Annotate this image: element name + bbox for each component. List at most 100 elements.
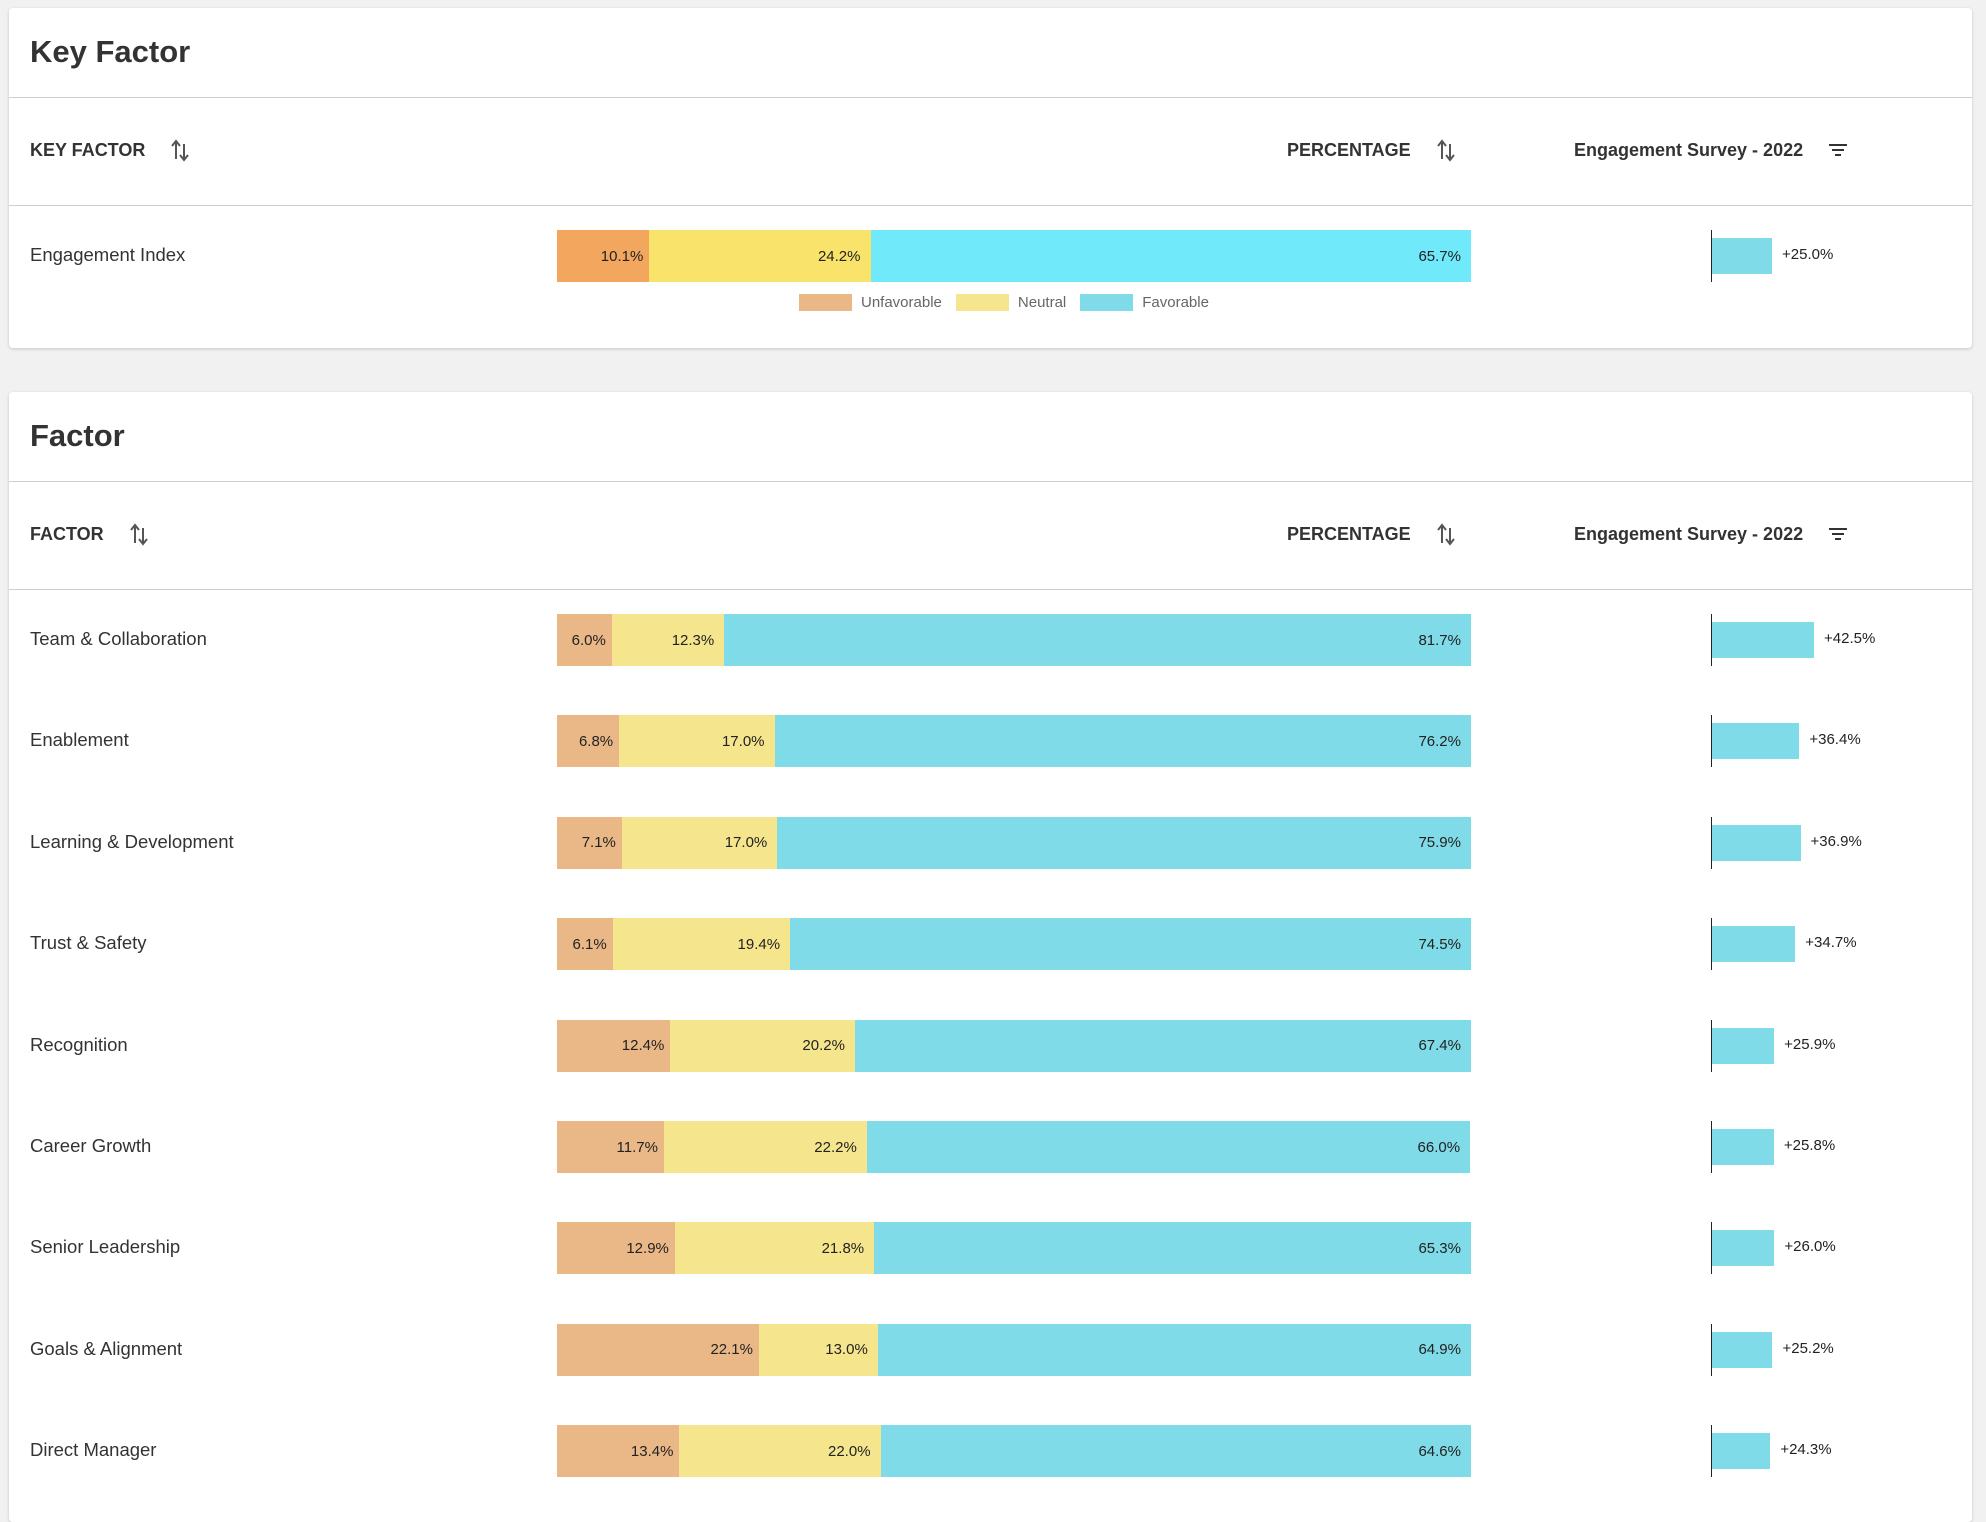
- header-divider: [9, 589, 1972, 590]
- bar-segment-neutral[interactable]: 21.8%: [674, 1222, 875, 1275]
- bar-segment-unfavorable[interactable]: 6.8%: [557, 715, 620, 768]
- stacked-bar[interactable]: 13.4% 22.0% 64.6%: [557, 1425, 1471, 1478]
- bar-segment-neutral[interactable]: 22.2%: [663, 1121, 867, 1173]
- title-divider: [9, 481, 1972, 482]
- header-divider: [9, 205, 1972, 206]
- bar-segment-unfavorable[interactable]: 7.1%: [557, 816, 622, 869]
- legend-item-neutral: Neutral: [955, 294, 1067, 311]
- stacked-bar[interactable]: 6.8% 17.0% 76.2%: [557, 715, 1471, 768]
- percentage-column-header: PERCENTAGE: [1287, 137, 1457, 163]
- sort-icon[interactable]: [169, 137, 191, 163]
- delta-bar[interactable]: [1712, 723, 1800, 760]
- delta-bar[interactable]: [1712, 1433, 1771, 1470]
- delta-axis: [1711, 816, 1712, 869]
- key-factor-header-label: KEY FACTOR: [30, 139, 146, 160]
- filter-icon[interactable]: [1827, 521, 1849, 547]
- delta-axis: [1711, 230, 1712, 282]
- factor-title: Factor: [30, 418, 125, 453]
- delta-axis: [1711, 918, 1712, 971]
- delta-axis: [1711, 1323, 1712, 1376]
- stacked-bar[interactable]: 22.1% 13.0% 64.9%: [557, 1323, 1471, 1376]
- row-label: Career Growth: [30, 1135, 152, 1156]
- bar-segment-favorable[interactable]: 64.9%: [877, 1323, 1471, 1376]
- legend-label: Neutral: [1017, 294, 1067, 311]
- stacked-bar[interactable]: 12.4% 20.2% 67.4%: [557, 1019, 1471, 1072]
- row-label: Direct Manager: [30, 1439, 157, 1461]
- stacked-bar[interactable]: 10.1% 24.2% 65.7%: [557, 230, 1471, 282]
- row-label: Senior Leadership: [30, 1236, 181, 1258]
- legend: Unfavorable Neutral Favorable: [799, 294, 1223, 311]
- delta-label: +42.5%: [1824, 630, 1876, 647]
- stacked-bar[interactable]: 12.9% 21.8% 65.3%: [557, 1222, 1471, 1275]
- delta-axis: [1711, 1121, 1712, 1173]
- filter-icon[interactable]: [1827, 137, 1849, 163]
- delta-bar[interactable]: [1712, 926, 1796, 963]
- delta-bar[interactable]: [1712, 1331, 1773, 1368]
- sort-icon[interactable]: [1435, 521, 1457, 547]
- bar-segment-favorable[interactable]: 65.7%: [870, 230, 1471, 282]
- bar-segment-favorable[interactable]: 67.4%: [854, 1019, 1471, 1072]
- survey-column-header: Engagement Survey - 2022: [1574, 521, 1849, 547]
- delta-bar[interactable]: [1712, 1129, 1774, 1165]
- legend-label: Favorable: [1142, 294, 1209, 311]
- factor-card: Factor FACTOR PERCENTAGE Engagement Surv…: [9, 392, 1972, 1522]
- delta-bar[interactable]: [1712, 238, 1772, 274]
- row-label: Learning & Development: [30, 830, 234, 852]
- bar-segment-neutral[interactable]: 12.3%: [611, 614, 725, 666]
- legend-label: Unfavorable: [861, 294, 942, 311]
- bar-segment-neutral[interactable]: 24.2%: [649, 230, 871, 282]
- row-label: Team & Collaboration: [30, 628, 207, 649]
- delta-label: +26.0%: [1784, 1238, 1836, 1256]
- stacked-bar[interactable]: 6.1% 19.4% 74.5%: [557, 918, 1471, 971]
- sort-icon[interactable]: [1435, 137, 1457, 163]
- sort-icon[interactable]: [128, 521, 150, 547]
- bar-segment-unfavorable[interactable]: 6.0%: [557, 614, 612, 666]
- legend-swatch: [799, 294, 852, 311]
- delta-axis: [1711, 1222, 1712, 1275]
- delta-axis: [1711, 614, 1712, 666]
- survey-column-header: Engagement Survey - 2022: [1574, 137, 1849, 163]
- bar-segment-unfavorable[interactable]: 12.4%: [557, 1019, 671, 1072]
- bar-segment-neutral[interactable]: 17.0%: [619, 715, 775, 768]
- stacked-bar[interactable]: 7.1% 17.0% 75.9%: [557, 816, 1471, 869]
- bar-segment-neutral[interactable]: 19.4%: [612, 918, 791, 971]
- delta-label: +25.0%: [1782, 246, 1834, 263]
- legend-item-unfavorable: Unfavorable: [799, 294, 942, 311]
- bar-segment-neutral[interactable]: 13.0%: [758, 1323, 878, 1376]
- delta-label: +34.7%: [1805, 934, 1857, 952]
- bar-segment-unfavorable[interactable]: 22.1%: [557, 1323, 759, 1376]
- delta-bar[interactable]: [1712, 1027, 1775, 1064]
- bar-segment-favorable[interactable]: 66.0%: [866, 1121, 1471, 1173]
- bar-segment-favorable[interactable]: 76.2%: [774, 715, 1471, 768]
- legend-swatch: [1080, 294, 1134, 311]
- delta-axis: [1711, 715, 1712, 768]
- delta-label: +25.2%: [1782, 1339, 1834, 1357]
- key-factor-title: Key Factor: [30, 34, 191, 69]
- delta-bar[interactable]: [1712, 1230, 1775, 1267]
- bar-segment-favorable[interactable]: 64.6%: [880, 1425, 1471, 1478]
- percentage-header-label: PERCENTAGE: [1287, 523, 1411, 544]
- bar-segment-neutral[interactable]: 17.0%: [621, 816, 778, 869]
- delta-bar[interactable]: [1712, 824, 1801, 861]
- bar-segment-favorable[interactable]: 65.3%: [874, 1222, 1471, 1275]
- bar-segment-unfavorable[interactable]: 11.7%: [557, 1121, 664, 1173]
- key-factor-card: Key Factor KEY FACTOR PERCENTAGE Engagem…: [9, 8, 1972, 348]
- bar-segment-neutral[interactable]: 20.2%: [670, 1019, 855, 1072]
- bar-segment-favorable[interactable]: 75.9%: [777, 816, 1471, 869]
- bar-segment-favorable[interactable]: 74.5%: [790, 918, 1471, 971]
- percentage-header-label: PERCENTAGE: [1287, 139, 1411, 160]
- delta-label: +24.3%: [1780, 1441, 1832, 1459]
- delta-axis: [1711, 1425, 1712, 1478]
- bar-segment-neutral[interactable]: 22.0%: [679, 1425, 881, 1478]
- stacked-bar[interactable]: 6.0% 12.3% 81.7%: [557, 614, 1471, 666]
- bar-segment-favorable[interactable]: 81.7%: [724, 614, 1471, 666]
- bar-segment-unfavorable[interactable]: 6.1%: [557, 918, 613, 971]
- bar-segment-unfavorable[interactable]: 10.1%: [557, 230, 650, 282]
- survey-header-label: Engagement Survey - 2022: [1574, 139, 1804, 160]
- stacked-bar[interactable]: 11.7% 22.2% 66.0%: [557, 1121, 1471, 1173]
- delta-label: +25.8%: [1783, 1137, 1836, 1154]
- legend-item-favorable: Favorable: [1080, 294, 1209, 311]
- delta-bar[interactable]: [1712, 622, 1814, 658]
- bar-segment-unfavorable[interactable]: 13.4%: [557, 1425, 680, 1478]
- bar-segment-unfavorable[interactable]: 12.9%: [557, 1222, 675, 1275]
